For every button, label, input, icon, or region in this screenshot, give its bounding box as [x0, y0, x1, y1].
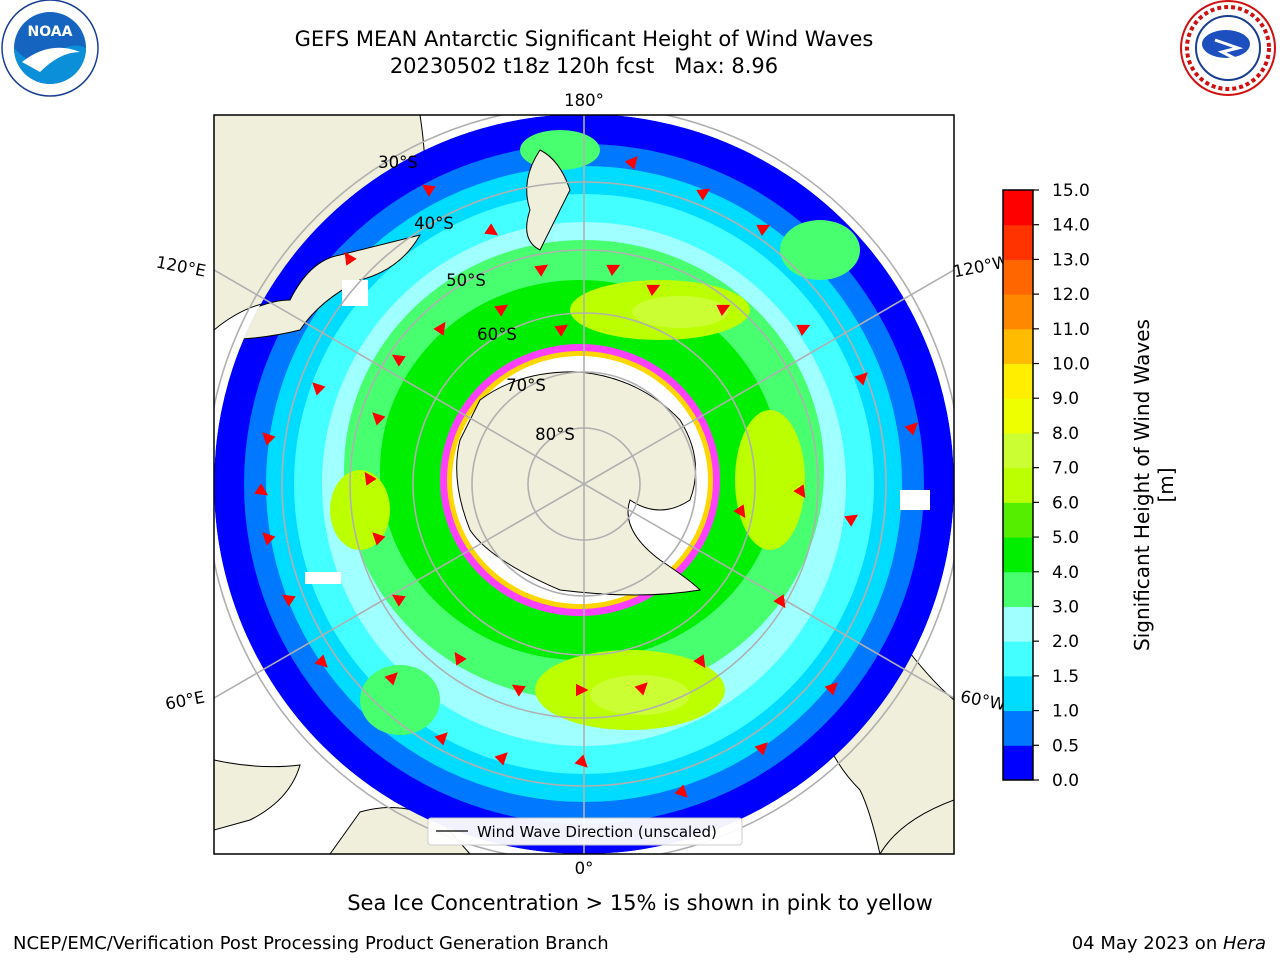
- colorbar-tick-label: 0.0: [1052, 771, 1079, 791]
- colorbar-segment: [1003, 745, 1033, 781]
- colorbar-segment: [1003, 294, 1033, 330]
- colorbar-tick-label: 1.0: [1052, 702, 1079, 722]
- colorbar-tick-label: 15.0: [1052, 181, 1090, 201]
- lat-label-60s: 60°S: [477, 325, 517, 344]
- lon-label-60e: 60°E: [164, 687, 207, 713]
- noaa-logo: NOAA: [1, 0, 99, 97]
- colorbar-tick-label: 10.0: [1052, 355, 1090, 375]
- nws-logo: [1180, 0, 1276, 96]
- colorbar-tick-label: 1.5: [1052, 667, 1079, 687]
- colorbar-segment: [1003, 710, 1033, 746]
- colorbar-tick-label: 3.0: [1052, 597, 1079, 617]
- sea-ice-caption: Sea Ice Concentration > 15% is shown in …: [347, 891, 933, 915]
- colorbar-frame: [1002, 189, 1034, 781]
- colorbar-segment: [1003, 398, 1033, 434]
- map-legend-label: Wind Wave Direction (unscaled): [477, 823, 717, 841]
- footer-date: 04 May 2023 on Hera: [1072, 933, 1266, 954]
- footer-credit: NCEP/EMC/Verification Post Processing Pr…: [13, 933, 609, 954]
- colorbar-segment: [1003, 363, 1033, 399]
- colorbar-tick-label: 5.0: [1052, 528, 1079, 548]
- colorbar-tick-label: 9.0: [1052, 389, 1079, 409]
- colorbar-segment: [1003, 467, 1033, 503]
- colorbar-tick-label: 0.5: [1052, 736, 1079, 756]
- colorbar-segment: [1003, 432, 1033, 469]
- lat-label-50s: 50°S: [446, 271, 486, 290]
- colorbar-tick-label: 12.0: [1052, 285, 1090, 305]
- colorbar-segment: [1003, 224, 1033, 260]
- graticule: [214, 115, 954, 854]
- lat-label-40s: 40°S: [414, 214, 454, 233]
- chart-title: GEFS MEAN Antarctic Significant Height o…: [294, 27, 874, 51]
- map-legend: Wind Wave Direction (unscaled): [427, 817, 743, 846]
- noaa-logo-text: NOAA: [28, 24, 73, 40]
- colorbar: 0.0 0.5 1.0 1.5 2.0 3.0 4.0 5.0 6.0 7.0 8.0 9.0 10.0…: [1002, 181, 1090, 791]
- colorbar-segment: [1003, 537, 1033, 573]
- lat-label-30s: 30°S: [378, 153, 418, 172]
- colorbar-segment: [1003, 328, 1033, 365]
- colorbar-tick-label: 7.0: [1052, 459, 1079, 479]
- lon-label-60w: 60°W: [959, 687, 1007, 714]
- lat-label-70s: 70°S: [506, 376, 546, 395]
- colorbar-segment: [1003, 190, 1033, 226]
- colorbar-segment: [1003, 259, 1033, 295]
- colorbar-tick-label: 8.0: [1052, 424, 1079, 444]
- lon-label-120e: 120°E: [155, 252, 208, 280]
- footer-host: Hera: [1222, 933, 1266, 954]
- lon-label-180: 180°: [564, 91, 604, 110]
- colorbar-tick-label: 2.0: [1052, 632, 1079, 652]
- colorbar-tick-label: 11.0: [1052, 320, 1090, 340]
- lon-label-120w: 120°W: [952, 252, 1011, 281]
- map-panel: Wind Wave Direction (unscaled): [213, 114, 955, 855]
- latitude-labels: 30°S 40°S 50°S 60°S 70°S 80°S: [378, 153, 575, 444]
- footer-date-text: 04 May 2023 on: [1071, 933, 1223, 954]
- colorbar-segment: [1003, 641, 1033, 677]
- lat-label-80s: 80°S: [535, 425, 575, 444]
- colorbar-segment: [1003, 571, 1033, 607]
- colorbar-segment: [1003, 606, 1033, 642]
- antarctica-land: [456, 371, 702, 596]
- colorbar-tick-label: 4.0: [1052, 563, 1079, 583]
- colorbar-tick-label: 13.0: [1052, 250, 1090, 270]
- wave-direction-arrows: [254, 156, 918, 798]
- colorbar-segment: [1003, 502, 1033, 538]
- colorbar-tick-label: 14.0: [1052, 216, 1090, 236]
- colorbar-label: Significant Height of Wind Waves [m]: [1130, 319, 1178, 651]
- colorbar-segment: [1003, 675, 1033, 712]
- colorbar-tick-label: 6.0: [1052, 493, 1079, 513]
- chart-subtitle: 20230502 t18z 120h fcst Max: 8.96: [389, 54, 779, 78]
- lon-label-0: 0°: [575, 859, 594, 878]
